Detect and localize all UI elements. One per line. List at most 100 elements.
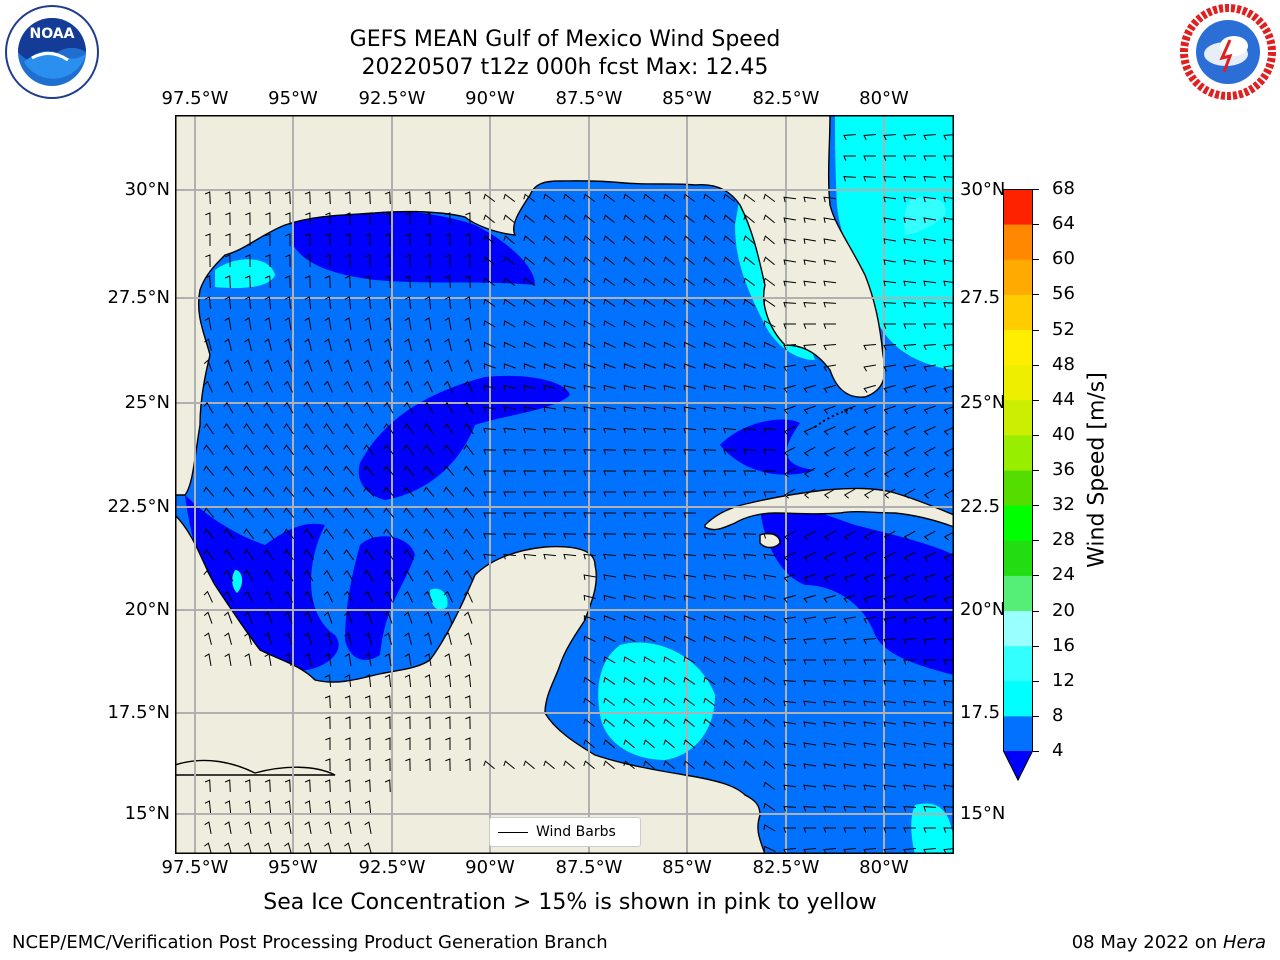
wind-barb bbox=[843, 176, 857, 182]
wind-barb bbox=[683, 363, 696, 369]
wind-barb bbox=[523, 363, 536, 369]
wind-barb bbox=[803, 616, 816, 624]
wind-barb bbox=[364, 821, 372, 834]
wind-barb bbox=[263, 569, 274, 582]
wind-barb bbox=[583, 512, 597, 518]
wind-barb bbox=[923, 784, 937, 791]
wind-barb bbox=[943, 364, 954, 372]
wind-barb bbox=[343, 569, 354, 582]
wind-barb bbox=[823, 616, 836, 624]
wind-barb bbox=[763, 574, 776, 580]
wind-barb bbox=[443, 486, 455, 497]
wind-barb bbox=[763, 594, 776, 601]
wind-barb bbox=[523, 553, 537, 560]
wind-barb bbox=[643, 656, 656, 664]
wind-barb bbox=[683, 406, 696, 412]
lon-label-bottom: 97.5°W bbox=[161, 857, 229, 878]
wind-barb bbox=[603, 277, 616, 286]
wind-barb bbox=[583, 739, 595, 749]
wind-barb bbox=[384, 191, 391, 205]
wind-barb bbox=[223, 486, 235, 497]
wind-barb bbox=[223, 444, 234, 456]
wind-barb bbox=[803, 323, 816, 329]
wind-barb bbox=[404, 191, 411, 205]
wind-barb bbox=[863, 638, 877, 645]
wind-barb bbox=[404, 275, 411, 289]
wind-12-16-patch bbox=[904, 197, 946, 235]
wind-barb bbox=[643, 214, 655, 224]
wind-barb bbox=[923, 344, 937, 351]
wind-barb bbox=[923, 446, 936, 457]
lat-label-right: 30°N bbox=[960, 179, 1006, 200]
wind-barb bbox=[284, 779, 291, 793]
wind-barb bbox=[623, 406, 636, 412]
wind-barb bbox=[863, 364, 876, 372]
wind-barb bbox=[463, 465, 475, 476]
wind-barb bbox=[883, 573, 896, 583]
wind-barb bbox=[823, 784, 837, 791]
wind-barb bbox=[943, 406, 954, 415]
wind-barb bbox=[244, 317, 252, 330]
wind-barb bbox=[723, 676, 736, 685]
wind-barb bbox=[583, 760, 595, 770]
wind-barb bbox=[283, 359, 293, 372]
wind-barb bbox=[223, 528, 234, 540]
wind-barb bbox=[743, 298, 756, 307]
wind-barb bbox=[583, 553, 597, 560]
wind-barb bbox=[723, 427, 737, 434]
wind-barb bbox=[683, 512, 697, 518]
wind-barb bbox=[803, 638, 817, 645]
wind-barb bbox=[723, 615, 736, 621]
wind-barb bbox=[683, 491, 696, 497]
wind-barb bbox=[603, 193, 616, 202]
wind-barb bbox=[403, 486, 415, 497]
wind-barb bbox=[265, 254, 271, 268]
wind-barb bbox=[883, 217, 896, 223]
wind-barb bbox=[763, 553, 777, 560]
wind-barb bbox=[783, 700, 797, 707]
wind-barb bbox=[203, 423, 214, 435]
wind-barb bbox=[763, 298, 776, 307]
wind-barb bbox=[783, 196, 797, 203]
wind-barb bbox=[783, 659, 796, 665]
wind-barb bbox=[244, 821, 252, 834]
wind-barb bbox=[323, 507, 335, 518]
wind-barb bbox=[583, 298, 596, 307]
wind-barb bbox=[623, 427, 637, 434]
wind-barb bbox=[345, 254, 351, 268]
wind-barb bbox=[843, 806, 857, 812]
wind-barb bbox=[304, 821, 312, 834]
wind-barb bbox=[663, 739, 675, 749]
wind-barb bbox=[883, 488, 896, 499]
wind-barb bbox=[743, 676, 756, 685]
wind-barb bbox=[603, 676, 616, 685]
wind-barb bbox=[843, 134, 857, 141]
wind-barb bbox=[803, 552, 816, 562]
wind-barb bbox=[465, 716, 471, 730]
wind-barb bbox=[483, 470, 497, 476]
wind-barb bbox=[503, 363, 516, 369]
lat-label-left: 27.5°N bbox=[107, 287, 170, 308]
wind-barb bbox=[543, 193, 556, 202]
wind-barb bbox=[863, 467, 876, 478]
wind-barb bbox=[563, 512, 577, 518]
wind-barb bbox=[464, 632, 472, 645]
wind-barb bbox=[363, 486, 375, 497]
wind-barb bbox=[444, 338, 452, 351]
wind-barb bbox=[863, 827, 876, 833]
wind-barb bbox=[444, 317, 452, 330]
wind-barb bbox=[443, 611, 453, 624]
wind-barb bbox=[424, 317, 432, 330]
wind-barb bbox=[465, 737, 471, 750]
wind-barb bbox=[444, 275, 451, 289]
wind-barb bbox=[743, 697, 756, 706]
wind-barb bbox=[325, 758, 331, 772]
wind-barb bbox=[743, 553, 757, 560]
wind-barb bbox=[923, 827, 936, 833]
wind-barb bbox=[463, 359, 473, 372]
wind-barb bbox=[703, 635, 716, 643]
wind-barb bbox=[303, 465, 315, 476]
lon-label-top: 92.5°W bbox=[358, 88, 426, 109]
lat-label-right: 20°N bbox=[960, 599, 1006, 620]
wind-barb bbox=[803, 784, 817, 791]
